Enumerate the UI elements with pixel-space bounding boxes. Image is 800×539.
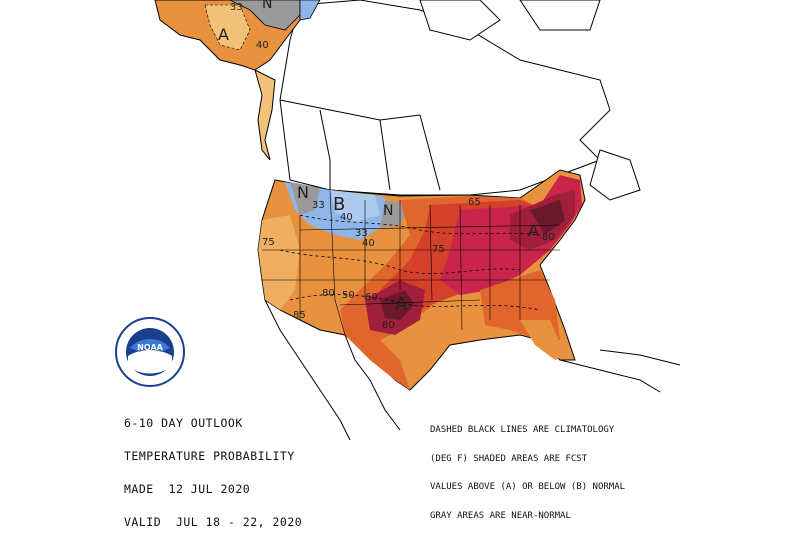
- legend-notes: DASHED BLACK LINES ARE CLIMATOLOGY (DEG …: [430, 407, 625, 531]
- prob-label-33a: 33: [230, 2, 243, 13]
- label-near-alaska: N: [262, 0, 272, 12]
- outlook-subtitle: TEMPERATURE PROBABILITY: [124, 449, 295, 463]
- outlook-map: A N N B N A A 33 40 33 40 33 40 50 60 80…: [115, 0, 681, 441]
- clim-label-85: 85: [293, 310, 306, 321]
- outlook-made: MADE 12 JUL 2020: [124, 482, 251, 496]
- label-above-east: A: [528, 221, 539, 240]
- prob-label-33b: 33: [312, 200, 325, 211]
- clim-label-80: 80: [322, 288, 335, 299]
- clim-label-65: 65: [468, 197, 481, 208]
- prob-label-40b: 40: [340, 212, 353, 223]
- clim-label-75a: 75: [262, 237, 275, 248]
- clim-label-75b: 75: [432, 244, 445, 255]
- prob-label-80a: 80: [382, 320, 395, 331]
- prob-label-33c: 33: [355, 228, 368, 239]
- land-outlines: [279, 0, 641, 201]
- prob-label-80b: 80: [542, 232, 555, 243]
- prob-label-50: 50: [342, 290, 355, 301]
- mexico-outline: [264, 299, 681, 441]
- outlook-info: 6-10 DAY OUTLOOK TEMPERATURE PROBABILITY…: [124, 396, 302, 539]
- legend-note-4: GRAY AREAS ARE NEAR-NORMAL: [430, 510, 571, 521]
- noaa-logo-text: NOAA: [137, 343, 163, 352]
- legend-note-1: DASHED BLACK LINES ARE CLIMATOLOGY: [430, 425, 615, 435]
- outlook-title: 6-10 DAY OUTLOOK: [124, 416, 243, 430]
- legend-note-2: (DEG F) SHADED AREAS ARE FCST: [430, 453, 588, 464]
- prob-label-60: 60: [365, 292, 378, 303]
- label-below-plains: B: [333, 194, 345, 215]
- prob-label-40a: 40: [256, 40, 269, 51]
- label-above-alaska: A: [218, 25, 229, 44]
- prob-label-40c: 40: [362, 238, 375, 249]
- legend-note-3: VALUES ABOVE (A) OR BELOW (B) NORMAL: [430, 482, 626, 492]
- label-near-plains: N: [383, 203, 393, 219]
- outlook-valid: VALID JUL 18 - 22, 2020: [124, 515, 303, 529]
- label-near-west: N: [297, 183, 309, 202]
- noaa-logo: NOAA: [115, 317, 185, 387]
- alaska-region: [154, 0, 321, 161]
- label-above-south: A: [395, 294, 408, 315]
- conus-region: [257, 169, 586, 391]
